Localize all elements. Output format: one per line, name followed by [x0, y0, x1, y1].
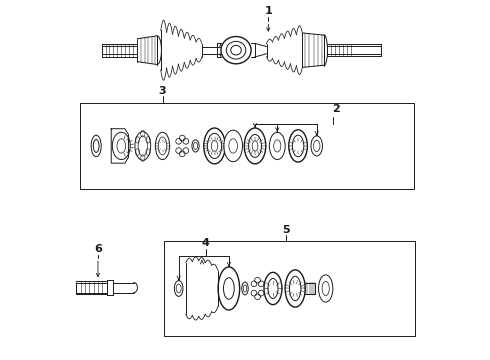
Ellipse shape — [311, 136, 322, 156]
Text: 5: 5 — [282, 225, 290, 234]
Ellipse shape — [218, 267, 240, 310]
Text: 1: 1 — [265, 6, 272, 16]
Text: 2: 2 — [333, 104, 341, 114]
Ellipse shape — [293, 135, 304, 157]
Bar — [164, 241, 416, 336]
Ellipse shape — [207, 134, 221, 158]
Ellipse shape — [268, 278, 278, 298]
Ellipse shape — [221, 37, 251, 64]
Ellipse shape — [248, 134, 262, 157]
Text: 3: 3 — [159, 86, 166, 96]
Ellipse shape — [270, 132, 285, 159]
Ellipse shape — [264, 273, 282, 305]
Ellipse shape — [285, 270, 305, 307]
Ellipse shape — [245, 128, 266, 164]
Ellipse shape — [223, 278, 234, 299]
Ellipse shape — [204, 128, 225, 164]
Bar — [80, 103, 414, 189]
Ellipse shape — [224, 130, 243, 162]
Ellipse shape — [290, 276, 301, 301]
Text: 6: 6 — [94, 243, 102, 253]
Text: 4: 4 — [201, 238, 210, 248]
Ellipse shape — [289, 130, 307, 162]
Ellipse shape — [318, 275, 333, 302]
